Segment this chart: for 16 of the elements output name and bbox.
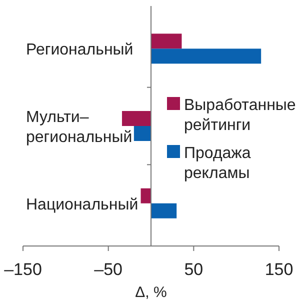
y-tick-label: Региональный bbox=[26, 42, 134, 59]
bar bbox=[134, 126, 151, 141]
x-tick-label: 50 bbox=[184, 260, 204, 279]
x-tick-label: –150 bbox=[4, 260, 42, 279]
legend-label: Продажа рекламы bbox=[184, 145, 251, 182]
bar bbox=[151, 34, 182, 49]
x-tick-label: –50 bbox=[94, 260, 123, 279]
legend-label: Выработанные рейтинги bbox=[184, 97, 296, 134]
x-tick-label: 150 bbox=[264, 260, 294, 279]
bar bbox=[140, 188, 151, 204]
x-axis-title: Δ, % bbox=[135, 284, 167, 301]
bar bbox=[122, 111, 151, 126]
y-tick-label: Национальный bbox=[26, 196, 138, 214]
y-tick-label: Мульти– региональный bbox=[26, 109, 132, 146]
bar bbox=[151, 48, 262, 64]
bar bbox=[151, 203, 177, 218]
